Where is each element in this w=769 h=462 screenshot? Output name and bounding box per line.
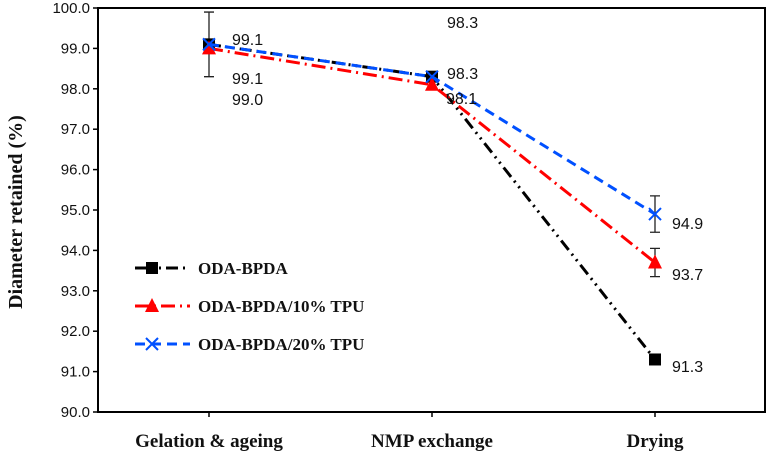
data-label: 94.9 <box>672 216 703 233</box>
y-axis-label: Diameter retained (%) <box>5 115 27 309</box>
x-tick-label: NMP exchange <box>371 431 493 452</box>
triangle-marker <box>425 76 439 91</box>
y-tick-label: 93.0 <box>61 283 90 300</box>
y-tick-label: 94.0 <box>61 242 90 259</box>
data-label: 98.3 <box>447 66 478 83</box>
data-label: 91.3 <box>672 359 703 376</box>
triangle-marker <box>145 298 159 312</box>
legend-label: ODA-BPDA <box>198 259 288 278</box>
series-line-2 <box>208 42 656 216</box>
y-tick-label: 99.0 <box>61 40 90 57</box>
x-tick-label: Drying <box>627 431 685 452</box>
data-label: 93.7 <box>672 267 703 284</box>
y-tick-label: 95.0 <box>61 202 90 219</box>
square-marker <box>146 262 158 274</box>
legend-item: ODA-BPDA/20% TPU <box>135 335 364 354</box>
x-marker <box>648 207 662 221</box>
y-tick-label: 96.0 <box>61 162 90 179</box>
triangle-marker <box>202 40 216 55</box>
y-tick-label: 90.0 <box>61 404 90 421</box>
data-label: 99.1 <box>232 32 263 49</box>
x-marker <box>202 37 216 52</box>
data-label: 99.1 <box>232 71 263 88</box>
x-marker <box>425 69 439 84</box>
legend: ODA-BPDA ODA-BPDA/10% TPU ODA-BPDA/20% TPU <box>135 259 364 354</box>
series-marks: 99.1 98.3 91.3 99.0 98.1 93.7 99.1 98.3 94.9 <box>202 11 703 376</box>
y-tick-label: 100.0 <box>52 0 90 17</box>
x-tick-label: Gelation & ageing <box>135 431 283 452</box>
data-label: 98.1 <box>446 91 477 108</box>
legend-item: ODA-BPDA <box>135 259 288 278</box>
legend-label: ODA-BPDA/10% TPU <box>198 297 364 316</box>
y-tick-label: 97.0 <box>61 121 90 138</box>
legend-item: ODA-BPDA/10% TPU <box>135 297 364 316</box>
y-tick-label: 98.0 <box>61 81 90 98</box>
y-tick-label: 91.0 <box>61 364 90 381</box>
x-marker <box>145 337 159 351</box>
square-marker <box>649 353 661 366</box>
y-tick-label: 92.0 <box>61 323 90 340</box>
data-label: 98.3 <box>447 15 478 32</box>
legend-label: ODA-BPDA/20% TPU <box>198 335 364 354</box>
series-line-1 <box>208 46 656 264</box>
axes: 90.0 91.0 92.0 93.0 94.0 95.0 96.0 97.0 98.0 99.0… <box>52 0 766 452</box>
triangle-marker <box>648 254 662 269</box>
data-label: 99.0 <box>232 92 263 109</box>
